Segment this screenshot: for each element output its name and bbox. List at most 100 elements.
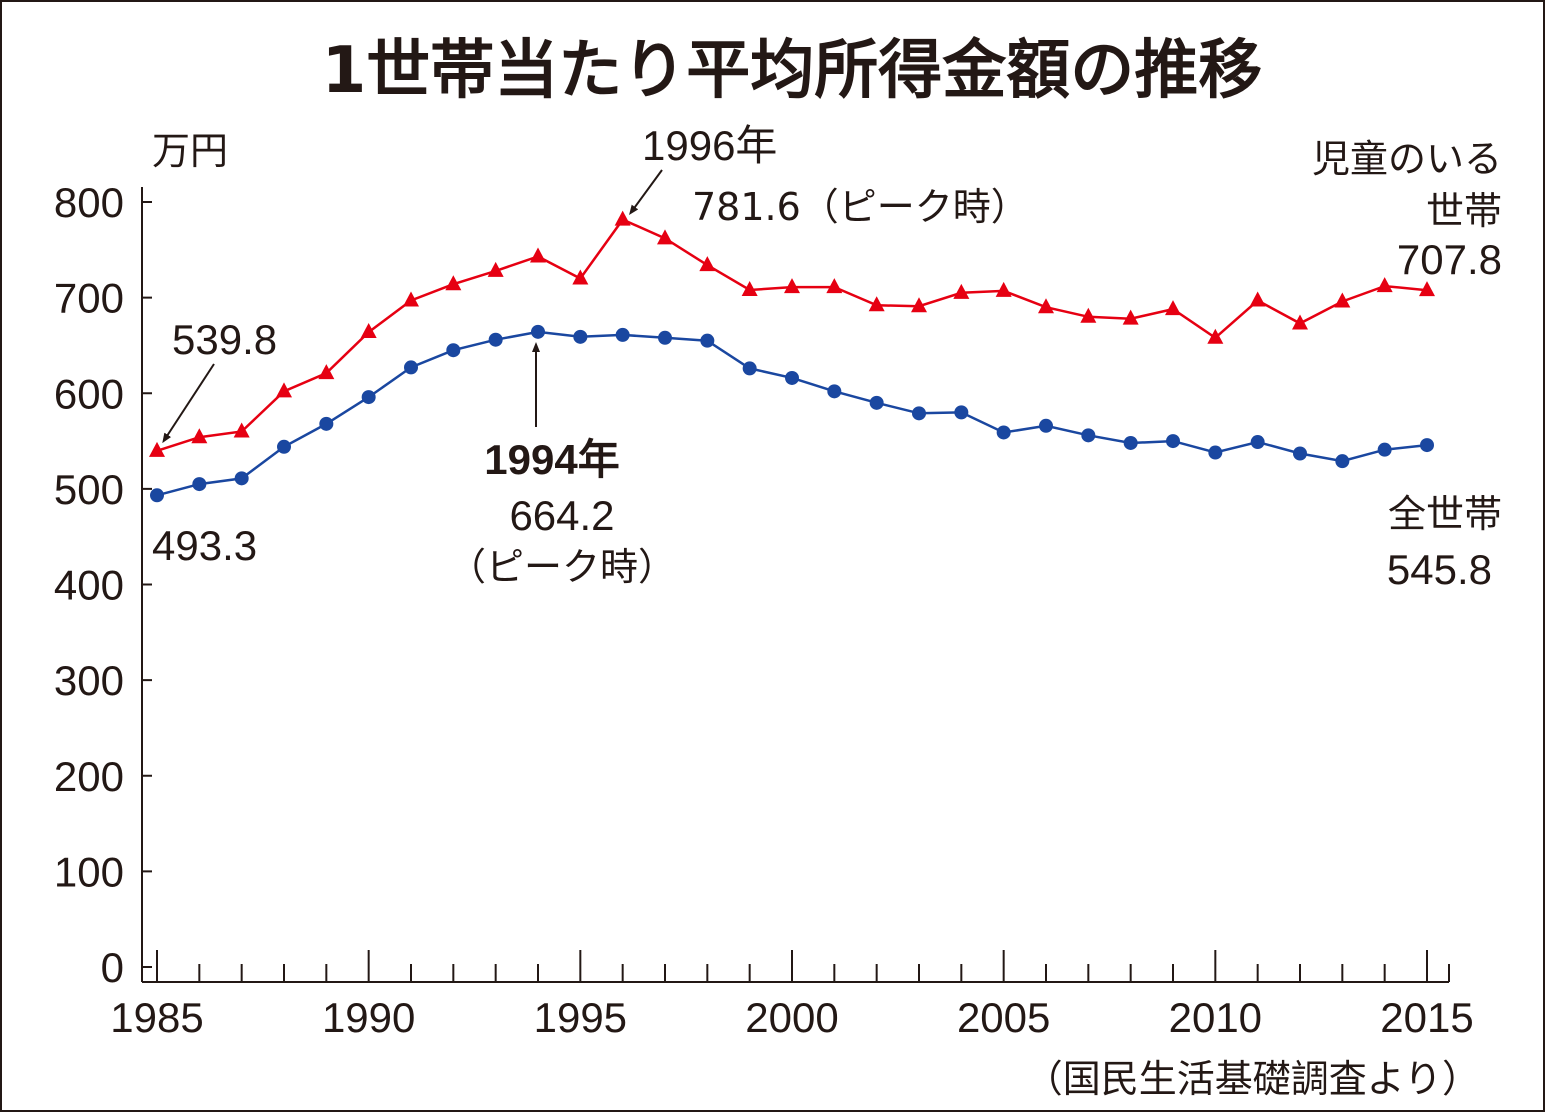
data-point-children [149, 441, 165, 457]
data-point-children [1292, 314, 1308, 330]
annotation-peak-all-year: 1994年 [484, 436, 619, 483]
data-point-all [319, 416, 334, 431]
data-point-all [869, 395, 884, 410]
data-point-children [1165, 300, 1181, 316]
annotation-peak-all-note: （ピーク時） [448, 545, 676, 589]
data-point-all [1377, 442, 1392, 457]
x-tick-label: 1995 [534, 994, 627, 1041]
data-point-children [995, 281, 1012, 297]
data-point-all [827, 384, 842, 399]
data-point-all [1420, 438, 1434, 453]
data-point-all [1166, 434, 1180, 449]
annotation-peak-children-year: 1996年 [642, 122, 777, 169]
series-children [149, 210, 1435, 457]
data-point-all [361, 390, 376, 405]
data-point-all [488, 332, 503, 347]
data-point-children [699, 256, 716, 272]
legend-children-line2: 世帯 [1426, 189, 1502, 233]
series-line-all [156, 330, 1428, 497]
data-point-all [996, 425, 1011, 440]
arrow-start-children [162, 363, 215, 444]
y-tick-label: 500 [54, 466, 124, 513]
y-axis-unit: 万円 [152, 129, 228, 173]
x-tick-label: 2005 [957, 994, 1050, 1041]
data-point-all [150, 488, 164, 503]
data-point-all [277, 439, 291, 454]
y-axis-ticks: 0 100 200 300 400 500 600 700 800 [54, 179, 152, 991]
data-point-all [573, 329, 588, 344]
data-point-children [1207, 328, 1224, 344]
data-point-all [954, 405, 969, 420]
y-tick-label: 400 [54, 562, 124, 609]
data-point-children [191, 428, 208, 444]
data-point-all [1123, 435, 1138, 450]
y-tick-label: 100 [54, 848, 124, 895]
data-point-all [785, 370, 799, 385]
x-tick-label: 1985 [110, 994, 203, 1041]
data-point-all [658, 330, 672, 345]
legend-all: 全世帯 [1388, 492, 1502, 536]
annotation-end-all: 545.8 [1387, 546, 1492, 593]
data-point-all [700, 333, 715, 348]
annotation-end-children: 707.8 [1397, 236, 1502, 283]
data-point-children [1080, 307, 1097, 323]
data-point-children [1038, 298, 1054, 314]
source-note: （国民生活基礎調査より） [1025, 1057, 1480, 1101]
data-point-children [1249, 291, 1266, 307]
x-tick-label: 2010 [1169, 994, 1262, 1041]
data-point-all [615, 327, 630, 342]
data-point-all [742, 361, 757, 376]
data-point-all [1335, 454, 1350, 469]
data-point-children [530, 247, 546, 263]
data-point-children [657, 229, 673, 245]
data-point-children [1334, 292, 1351, 308]
annotation-start-all: 493.3 [152, 522, 257, 569]
data-point-children [1122, 309, 1139, 325]
data-point-children [276, 382, 292, 398]
data-point-all [234, 471, 249, 486]
data-point-all [1039, 418, 1053, 433]
data-point-all [1250, 435, 1265, 450]
data-point-children [1376, 277, 1393, 293]
data-point-all [1293, 446, 1307, 461]
annotation-peak-all-value: 664.2 [509, 492, 614, 539]
x-tick-label: 2000 [745, 994, 838, 1041]
x-tick-label: 1990 [322, 994, 415, 1041]
data-point-all [446, 343, 461, 358]
x-tick-label: 2015 [1380, 994, 1473, 1041]
data-point-children [233, 422, 250, 438]
data-point-children [487, 261, 504, 277]
data-point-all [404, 360, 418, 375]
y-tick-label: 800 [54, 179, 124, 226]
data-point-all [192, 477, 207, 492]
data-point-children [911, 297, 927, 313]
y-tick-label: 0 [101, 944, 124, 991]
data-point-children [614, 210, 631, 226]
data-point-children [360, 323, 377, 339]
y-tick-label: 700 [54, 275, 124, 322]
data-point-children [572, 269, 589, 285]
data-point-children [403, 291, 419, 307]
data-point-children [953, 283, 970, 299]
chart-title: 1世帯当たり平均所得金額の推移 [322, 34, 1263, 108]
legend-children-line1: 児童のいる [1312, 137, 1502, 181]
data-point-children [868, 296, 885, 312]
arrow-peak-children [629, 169, 663, 216]
y-tick-label: 600 [54, 370, 124, 417]
y-tick-label: 300 [54, 657, 124, 704]
data-point-children [741, 280, 758, 296]
annotation-start-children: 539.8 [172, 316, 277, 363]
data-point-all [912, 406, 926, 421]
x-axis-ticks: 1985 1990 1995 2000 2005 2010 2015 [110, 950, 1474, 1041]
data-point-children [318, 364, 335, 380]
y-tick-label: 200 [54, 753, 124, 800]
data-point-all [531, 324, 545, 339]
data-point-all [1208, 445, 1223, 460]
series-all-households [150, 324, 1434, 503]
data-point-children [826, 278, 843, 294]
data-point-all [1081, 428, 1096, 443]
data-point-children [445, 275, 462, 291]
data-point-children [784, 278, 800, 294]
